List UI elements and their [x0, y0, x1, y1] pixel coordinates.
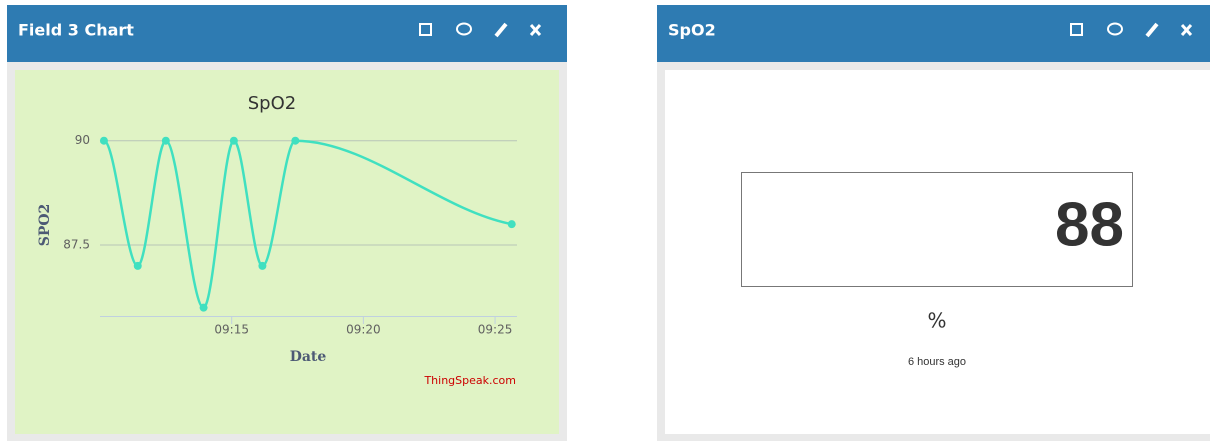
close-icon[interactable]: [1180, 23, 1193, 37]
edit-icon[interactable]: [494, 22, 508, 38]
header-icons: [1070, 22, 1193, 38]
credit[interactable]: ThingSpeak.com: [423, 374, 516, 387]
data-point: [133, 261, 142, 270]
widget-value: 88: [1055, 190, 1124, 259]
x-tick-label: 09:15: [214, 323, 249, 337]
data-point: [99, 136, 108, 145]
x-tick-label: 09:20: [346, 323, 381, 337]
widget-unit: %: [927, 309, 946, 333]
open-icon[interactable]: [419, 23, 432, 36]
header-icons: [419, 22, 542, 38]
panel-title: Field 3 Chart: [18, 21, 134, 40]
data-point: [291, 136, 300, 145]
y-tick-label: 90: [75, 133, 90, 147]
data-point: [507, 220, 516, 229]
value-box: [741, 172, 1133, 287]
data-point: [199, 303, 208, 312]
edit-icon[interactable]: [1145, 22, 1159, 38]
open-icon[interactable]: [1070, 23, 1083, 36]
chart-title: SpO2: [248, 93, 296, 114]
y-axis-label: SPO2: [37, 204, 53, 247]
x-tick-label: 09:25: [478, 323, 513, 337]
data-point: [161, 136, 170, 145]
widget-updated: 6 hours ago: [908, 356, 966, 368]
x-axis-label: Date: [290, 349, 327, 365]
comment-icon[interactable]: [1107, 22, 1123, 36]
comment-icon[interactable]: [456, 22, 472, 36]
chart-area: [15, 70, 559, 434]
panel-header: [657, 5, 1210, 62]
data-point: [258, 261, 267, 270]
data-point: [229, 136, 238, 145]
close-icon[interactable]: [529, 23, 542, 37]
panel-header: [7, 5, 567, 62]
y-tick-label: 87.5: [63, 238, 90, 252]
panel-title: SpO2: [668, 21, 716, 40]
